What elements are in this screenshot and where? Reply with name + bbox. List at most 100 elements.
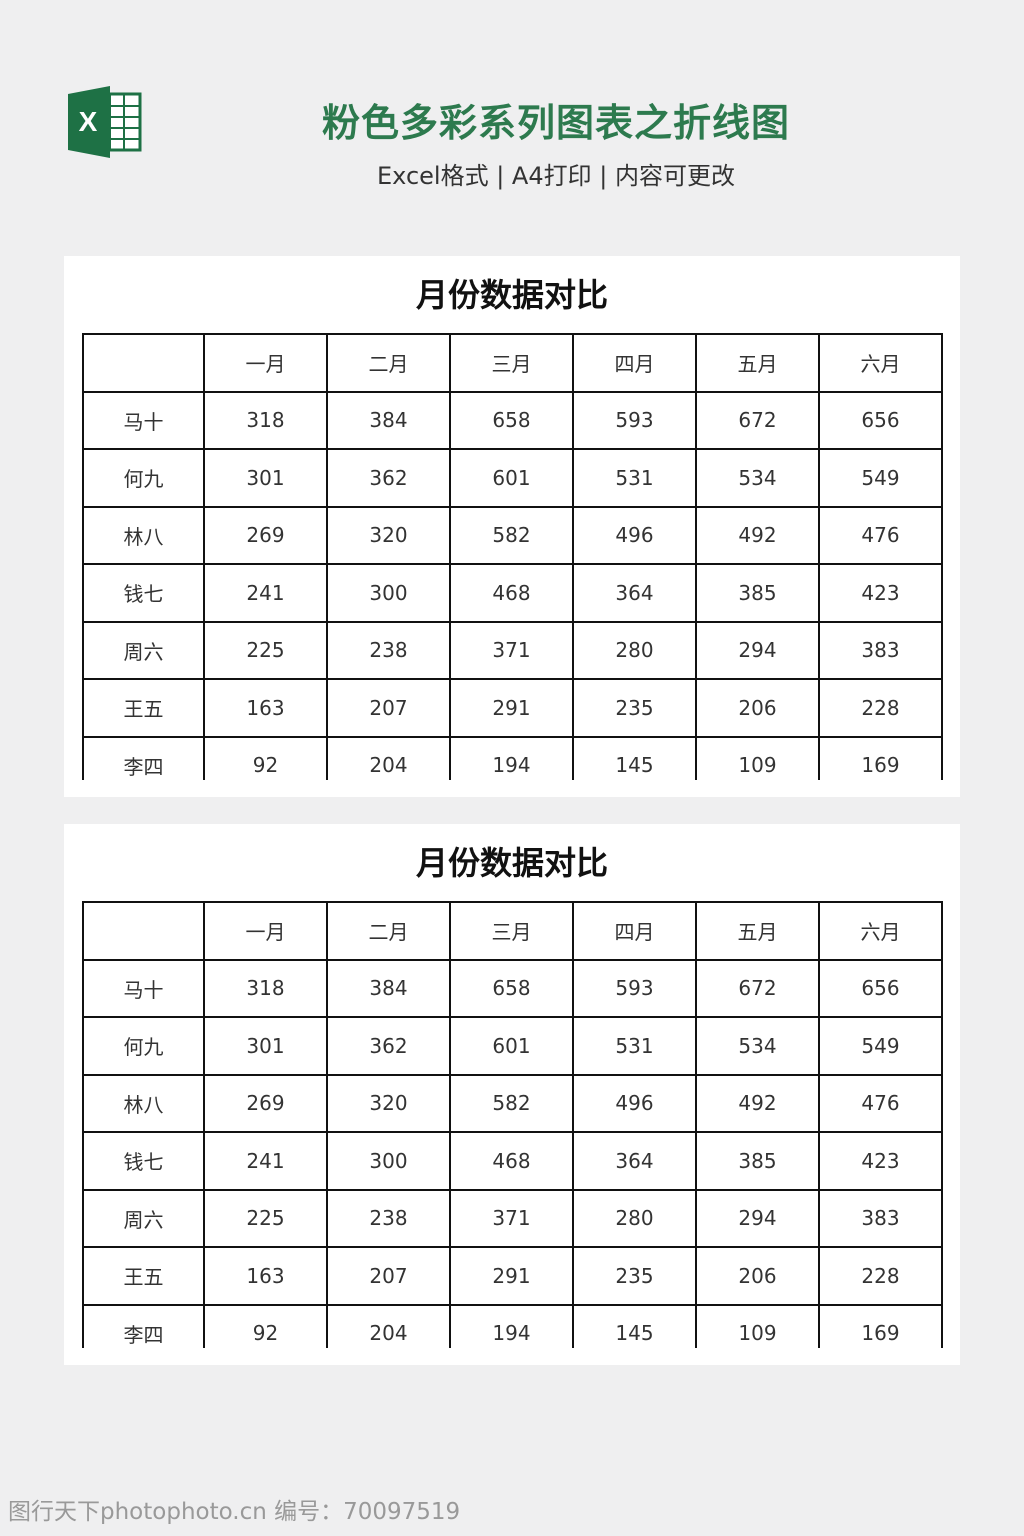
- data-row: 林八 269 320 582 496 492 476: [82, 505, 943, 565]
- value-cell: 301: [203, 1016, 328, 1076]
- table-clip: 一月 二月 三月 四月 五月 六月 马十 318 384 658 593 672 656 何九 301 362…: [82, 901, 944, 1348]
- value-cell: 109: [695, 735, 820, 780]
- row-header: 何九: [82, 448, 205, 508]
- value-cell: 362: [326, 448, 451, 508]
- value-cell: 383: [818, 1188, 943, 1248]
- value-cell: 300: [326, 563, 451, 623]
- value-cell: 291: [449, 1246, 574, 1306]
- row-header: 李四: [82, 735, 205, 780]
- table-panel: 月份数据对比一月 二月 三月 四月 五月 六月 马十 318 384 658 593 672 656 何九…: [64, 256, 960, 797]
- value-cell: 238: [326, 1188, 451, 1248]
- row-header: 周六: [82, 1188, 205, 1248]
- table-clip: 一月 二月 三月 四月 五月 六月 马十 318 384 658 593 672 656 何九 301 362…: [82, 333, 944, 780]
- row-header: 林八: [82, 1073, 205, 1133]
- table-title: 月份数据对比: [415, 276, 608, 314]
- column-header: 五月: [695, 901, 820, 961]
- value-cell: 163: [203, 678, 328, 738]
- value-cell: 468: [449, 1131, 574, 1191]
- value-cell: 238: [326, 620, 451, 680]
- row-header: 李四: [82, 1303, 205, 1348]
- value-cell: 496: [572, 505, 697, 565]
- value-cell: 204: [326, 1303, 451, 1348]
- value-cell: 423: [818, 563, 943, 623]
- column-header: 六月: [818, 901, 943, 961]
- value-cell: 601: [449, 1016, 574, 1076]
- column-header: 四月: [572, 901, 697, 961]
- value-cell: 364: [572, 1131, 697, 1191]
- value-cell: 582: [449, 505, 574, 565]
- value-cell: 169: [818, 735, 943, 780]
- excel-icon: X: [68, 86, 142, 158]
- data-row: 王五 163 207 291 235 206 228: [82, 678, 943, 738]
- column-header: 一月: [203, 333, 328, 393]
- value-cell: 241: [203, 1131, 328, 1191]
- value-cell: 476: [818, 505, 943, 565]
- value-cell: 593: [572, 958, 697, 1018]
- value-cell: 534: [695, 1016, 820, 1076]
- value-cell: 320: [326, 505, 451, 565]
- column-header: 六月: [818, 333, 943, 393]
- value-cell: 235: [572, 1246, 697, 1306]
- header-row: 一月 二月 三月 四月 五月 六月: [82, 333, 943, 393]
- data-row: 马十 318 384 658 593 672 656: [82, 390, 943, 450]
- value-cell: 549: [818, 448, 943, 508]
- value-cell: 672: [695, 390, 820, 450]
- row-header: 钱七: [82, 563, 205, 623]
- column-header: 三月: [449, 901, 574, 961]
- column-header: 二月: [326, 333, 451, 393]
- data-row: 钱七 241 300 468 364 385 423: [82, 563, 943, 623]
- value-cell: 163: [203, 1246, 328, 1306]
- value-cell: 145: [572, 735, 697, 780]
- value-cell: 601: [449, 448, 574, 508]
- svg-text:X: X: [79, 106, 98, 137]
- value-cell: 362: [326, 1016, 451, 1076]
- row-header: 周六: [82, 620, 205, 680]
- value-cell: 204: [326, 735, 451, 780]
- value-cell: 593: [572, 390, 697, 450]
- data-row: 马十 318 384 658 593 672 656: [82, 958, 943, 1018]
- data-row: 林八 269 320 582 496 492 476: [82, 1073, 943, 1133]
- value-cell: 496: [572, 1073, 697, 1133]
- value-cell: 384: [326, 390, 451, 450]
- value-cell: 385: [695, 563, 820, 623]
- value-cell: 364: [572, 563, 697, 623]
- value-cell: 207: [326, 678, 451, 738]
- value-cell: 109: [695, 1303, 820, 1348]
- value-cell: 169: [818, 1303, 943, 1348]
- value-cell: 269: [203, 1073, 328, 1133]
- data-row: 周六 225 238 371 280 294 383: [82, 620, 943, 680]
- value-cell: 228: [818, 1246, 943, 1306]
- value-cell: 468: [449, 563, 574, 623]
- value-cell: 492: [695, 505, 820, 565]
- value-cell: 145: [572, 1303, 697, 1348]
- value-cell: 492: [695, 1073, 820, 1133]
- value-cell: 549: [818, 1016, 943, 1076]
- row-header: 王五: [82, 678, 205, 738]
- column-header: 二月: [326, 901, 451, 961]
- value-cell: 582: [449, 1073, 574, 1133]
- value-cell: 207: [326, 1246, 451, 1306]
- value-cell: 531: [572, 448, 697, 508]
- value-cell: 228: [818, 678, 943, 738]
- value-cell: 92: [203, 1303, 328, 1348]
- value-cell: 92: [203, 735, 328, 780]
- value-cell: 301: [203, 448, 328, 508]
- row-header: 马十: [82, 958, 205, 1018]
- value-cell: 476: [818, 1073, 943, 1133]
- table-title: 月份数据对比: [415, 844, 608, 882]
- value-cell: 423: [818, 1131, 943, 1191]
- value-cell: 531: [572, 1016, 697, 1076]
- corner-cell: [82, 333, 205, 393]
- watermark: 图行天下photophoto.cn 编号：70097519: [8, 1499, 461, 1525]
- data-row: 王五 163 207 291 235 206 228: [82, 1246, 943, 1306]
- value-cell: 658: [449, 958, 574, 1018]
- data-row: 李四 92 204 194 145 109 169: [82, 1303, 943, 1348]
- row-header: 马十: [82, 390, 205, 450]
- value-cell: 371: [449, 1188, 574, 1248]
- value-cell: 672: [695, 958, 820, 1018]
- data-row: 何九 301 362 601 531 534 549: [82, 448, 943, 508]
- row-header: 钱七: [82, 1131, 205, 1191]
- value-cell: 235: [572, 678, 697, 738]
- value-cell: 291: [449, 678, 574, 738]
- value-cell: 225: [203, 1188, 328, 1248]
